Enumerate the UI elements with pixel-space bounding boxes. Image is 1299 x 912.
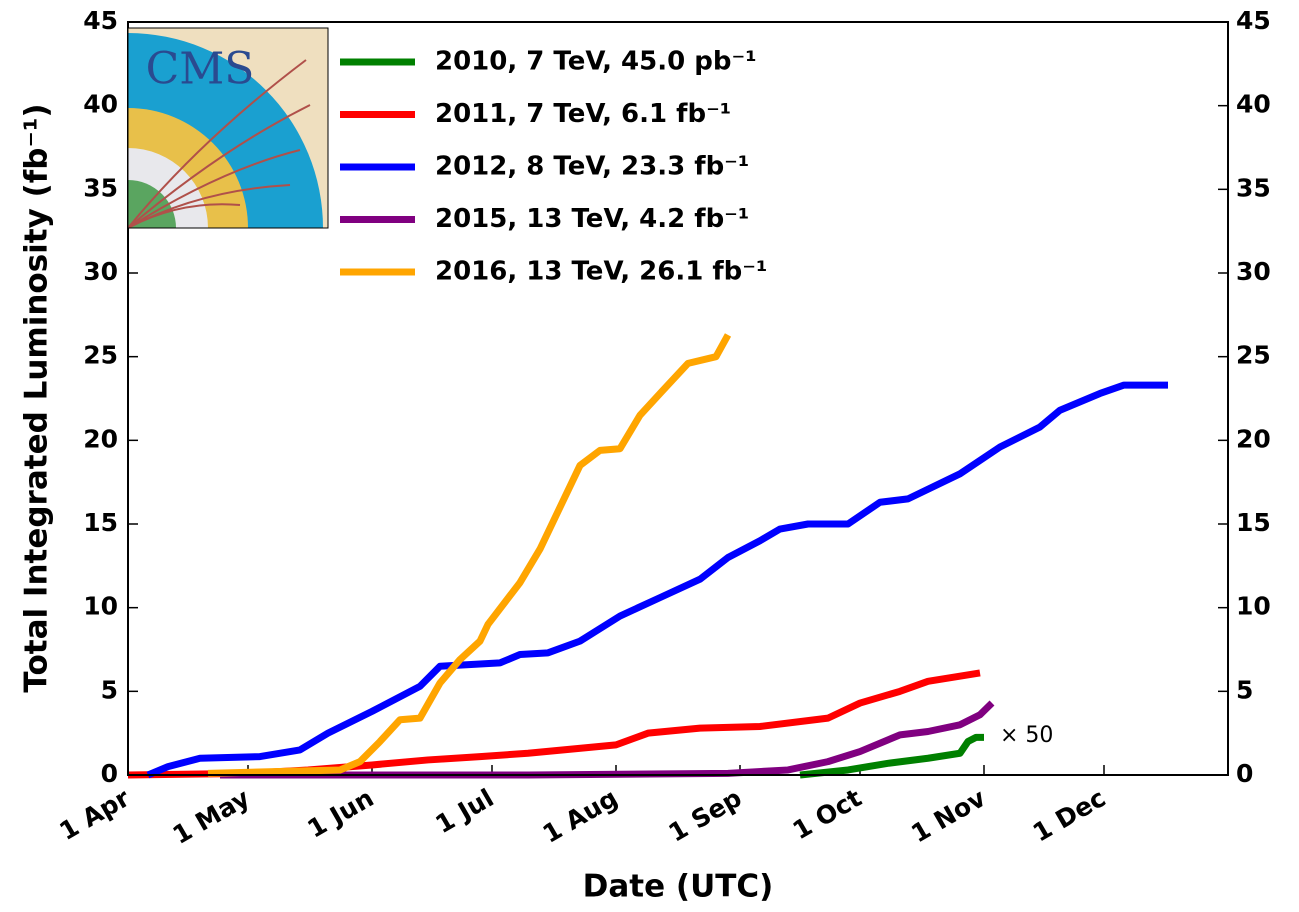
x-tick-label: 1 Jul	[430, 783, 498, 839]
y2-tick-label: 40	[1236, 90, 1271, 119]
y2-tick-label: 20	[1236, 424, 1271, 453]
y2-tick-label: 30	[1236, 257, 1271, 286]
series-line	[220, 700, 995, 779]
y-tick-label: 20	[83, 424, 118, 453]
y-tick-label: 35	[83, 173, 118, 202]
x-tick-label: 1 Oct	[788, 783, 867, 845]
plot-area: 0 5 10 15 20 25 30 35 40 45 0 5 10 15 20 25 30 35 40 45 1 Ap…	[54, 6, 1270, 850]
y-tick-label: 15	[83, 508, 118, 537]
x-tick-label: 1 Apr	[54, 783, 135, 846]
x-tick-label: 1 Dec	[1028, 783, 1111, 847]
logo-text: CMS	[146, 44, 255, 95]
legend-label: 2012, 8 TeV, 23.3 fb⁻¹	[435, 152, 749, 182]
legend-label: 2010, 7 TeV, 45.0 pb⁻¹	[435, 47, 757, 77]
y2-tick-label: 25	[1236, 341, 1271, 370]
y-tick-label: 40	[83, 90, 118, 119]
annotation: × 50	[1000, 723, 1053, 748]
legend-label: 2016, 13 TeV, 26.1 fb⁻¹	[435, 257, 767, 287]
y-tick-label: 45	[83, 6, 118, 35]
y2-tick-label: 0	[1236, 759, 1253, 788]
plot-frame	[127, 21, 1229, 776]
legend-label: 2011, 7 TeV, 6.1 fb⁻¹	[435, 99, 731, 129]
y2-tick-label: 15	[1236, 508, 1271, 537]
series-line	[146, 381, 1168, 779]
y-tick-label: 25	[83, 341, 118, 370]
x-tick-label: 1 May	[168, 783, 255, 850]
x-tick-label: 1 Jun	[303, 783, 379, 844]
y-axis-label: Total Integrated Luminosity (fb⁻¹)	[19, 103, 55, 692]
y2-tick-label: 35	[1236, 173, 1271, 202]
y-tick-label: 30	[83, 257, 118, 286]
y2-tick-label: 45	[1236, 6, 1271, 35]
y-tick-label: 0	[101, 759, 118, 788]
y2-tick-label: 10	[1236, 592, 1271, 621]
y-tick-label: 5	[101, 675, 118, 704]
x-tick-label: 1 Sep	[664, 783, 747, 848]
cms-logo: CMS	[127, 27, 329, 229]
y-tick-label: 10	[83, 592, 118, 621]
series-line	[799, 733, 984, 779]
series-line	[207, 333, 732, 777]
legend-label: 2015, 13 TeV, 4.2 fb⁻¹	[435, 204, 749, 234]
x-axis-label: Date (UTC)	[583, 869, 774, 905]
x-tick-label: 1 Nov	[906, 783, 990, 848]
y2-tick-label: 5	[1236, 675, 1253, 704]
x-tick-label: 1 Aug	[538, 783, 623, 849]
